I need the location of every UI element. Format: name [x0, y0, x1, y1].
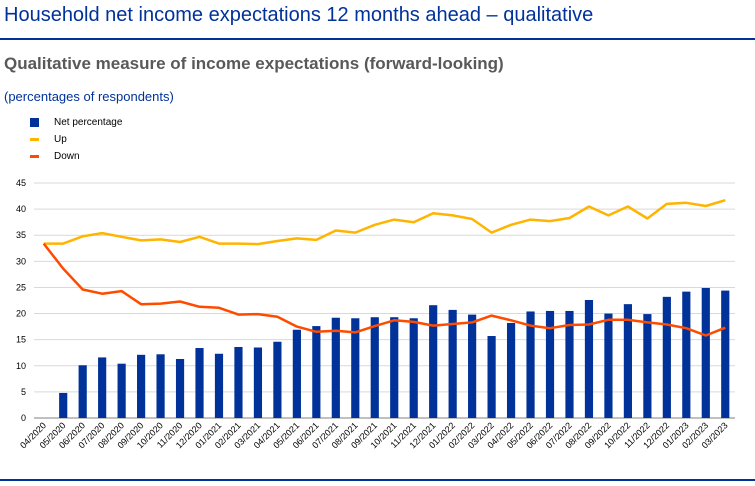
bar-net-percentage [409, 318, 418, 418]
bar-net-percentage [156, 354, 165, 418]
legend-label-net: Net percentage [54, 117, 123, 128]
y-tick-label: 15 [16, 335, 26, 345]
bar-net-percentage [331, 317, 340, 418]
legend-item-down: Down [30, 148, 122, 165]
bar-net-percentage [370, 317, 379, 418]
bar-net-percentage [604, 313, 613, 418]
bar-net-percentage [292, 329, 301, 418]
bar-net-percentage [487, 336, 496, 418]
bar-net-percentage [195, 348, 204, 418]
bar-net-percentage [214, 353, 224, 418]
bar-net-percentage [682, 291, 691, 418]
y-tick-label: 40 [16, 204, 26, 214]
page-title: Household net income expectations 12 mon… [4, 4, 594, 26]
bar-net-percentage [137, 354, 146, 418]
bar-net-percentage [545, 310, 555, 418]
bar-net-percentage [98, 357, 107, 418]
bar-net-percentage [721, 290, 730, 418]
bottom-divider [0, 479, 755, 481]
legend-item-up: Up [30, 131, 122, 148]
bar-net-percentage [390, 317, 399, 418]
bar-net-percentage [468, 314, 477, 418]
bar-net-percentage [59, 392, 68, 418]
bar-net-percentage [253, 347, 263, 418]
y-tick-label: 20 [16, 309, 26, 319]
y-tick-label: 5 [21, 387, 26, 397]
y-tick-label: 35 [16, 230, 26, 240]
chart-legend: Net percentage Up Down [30, 114, 122, 165]
bar-net-percentage [526, 311, 535, 418]
bar-net-percentage [623, 304, 632, 418]
bar-net-percentage [506, 322, 516, 418]
bar-net-percentage [701, 287, 710, 418]
y-tick-label: 30 [16, 256, 26, 266]
legend-swatch-down [30, 155, 39, 158]
legend-label-up: Up [54, 134, 67, 145]
chart-subtitle: Qualitative measure of income expectatio… [4, 54, 504, 73]
bar-net-percentage [429, 305, 438, 418]
legend-swatch-net [30, 118, 39, 127]
chart-units: (percentages of respondents) [4, 89, 174, 104]
line-down [42, 242, 726, 337]
bar-net-percentage [584, 299, 594, 418]
bar-net-percentage [234, 346, 243, 418]
bar-net-percentage [448, 309, 457, 418]
title-divider [0, 38, 755, 40]
bar-net-percentage [565, 310, 574, 418]
legend-swatch-up [30, 138, 39, 141]
bar-net-percentage [78, 365, 87, 418]
legend-item-net: Net percentage [30, 114, 122, 131]
line-up [43, 199, 726, 246]
bar-net-percentage [175, 358, 185, 418]
bar-net-percentage [117, 363, 126, 418]
y-tick-label: 10 [16, 361, 26, 371]
bar-net-percentage [351, 318, 360, 418]
bar-net-percentage [643, 314, 652, 418]
legend-label-down: Down [54, 151, 80, 162]
y-tick-label: 0 [21, 413, 26, 423]
bar-net-percentage [312, 326, 321, 418]
y-tick-label: 25 [16, 282, 26, 292]
y-tick-label: 45 [16, 178, 26, 188]
bar-net-percentage [662, 296, 671, 418]
bar-net-percentage [273, 341, 282, 418]
